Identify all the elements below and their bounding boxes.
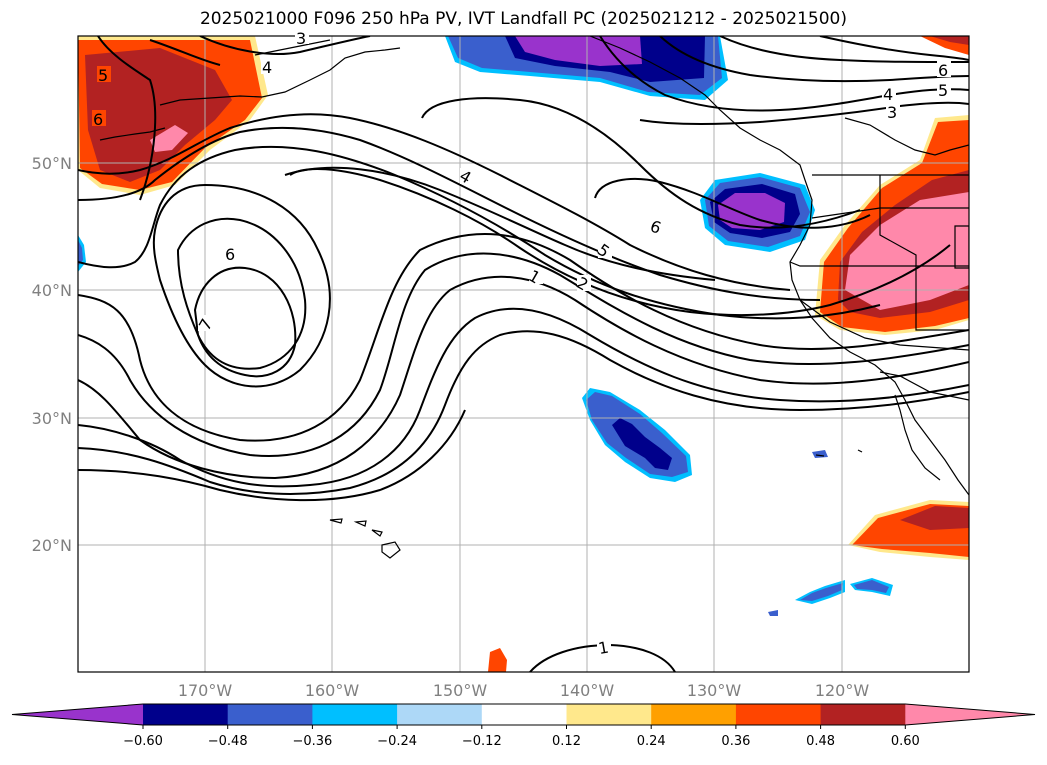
contour-label: 6 <box>938 61 948 80</box>
lat-label: 20°N <box>32 536 72 555</box>
colorbar-extend-high <box>905 704 1035 725</box>
lon-label: 130°W <box>687 681 742 700</box>
colorbar-swatch <box>143 704 229 725</box>
lon-label: 140°W <box>560 681 615 700</box>
colorbar-tick-label: −0.36 <box>292 734 332 749</box>
colorbar-extend-low <box>12 704 143 725</box>
colorbar-swatch <box>312 704 398 725</box>
colorbar-tick-label: −0.48 <box>208 734 248 749</box>
contour-label: 3 <box>887 103 897 122</box>
lon-label: 170°W <box>178 681 233 700</box>
contour-label: 6 <box>225 245 235 264</box>
colorbar: −0.60 −0.48 −0.36 −0.24 −0.12 0.12 0.24 0.36 0.4… <box>11 703 1036 749</box>
colorbar-swatch <box>735 704 822 725</box>
pv-shading <box>78 36 969 672</box>
contour-label: 6 <box>93 110 103 129</box>
contour-label-group: 3 4 5 6 6 7 4 1 2 5 6 6 5 4 3 1 <box>92 29 951 658</box>
lon-label: 150°W <box>433 681 488 700</box>
colorbar-tick-label: 0.24 <box>637 734 666 749</box>
map-frame <box>77 35 970 673</box>
lon-label: 160°W <box>305 681 360 700</box>
colorbar-tick-label: 0.12 <box>552 734 581 749</box>
colorbar-swatch <box>566 704 652 725</box>
lat-label: 40°N <box>32 281 72 300</box>
graticule <box>78 36 969 672</box>
colorbar-swatch <box>481 704 567 725</box>
colorbar-tick-label: −0.24 <box>377 734 417 749</box>
pv-contours <box>78 36 969 672</box>
map-title: 2025021000 F096 250 hPa PV, IVT Landfall… <box>199 9 847 29</box>
colorbar-swatch <box>397 704 483 725</box>
colorbar-tick-label: 0.36 <box>721 734 750 749</box>
coastlines <box>99 36 969 559</box>
colorbar-tick-label: −0.12 <box>462 734 502 749</box>
colorbar-swatch <box>820 704 906 725</box>
contour-label: 5 <box>98 66 108 85</box>
colorbar-tick-label: 0.60 <box>891 734 920 749</box>
lat-label: 30°N <box>32 409 72 428</box>
colorbar-swatch <box>651 704 737 725</box>
contour-label: 4 <box>262 58 272 77</box>
contour-label: 5 <box>938 81 948 100</box>
colorbar-swatch <box>227 704 313 725</box>
lon-label: 120°W <box>815 681 870 700</box>
contour-label: 3 <box>296 29 306 48</box>
colorbar-tick-label: 0.48 <box>806 734 835 749</box>
contour-label: 4 <box>883 85 893 104</box>
contour-label: 1 <box>597 638 610 658</box>
colorbar-tick-label: −0.60 <box>123 734 163 749</box>
lat-label: 50°N <box>32 154 72 173</box>
